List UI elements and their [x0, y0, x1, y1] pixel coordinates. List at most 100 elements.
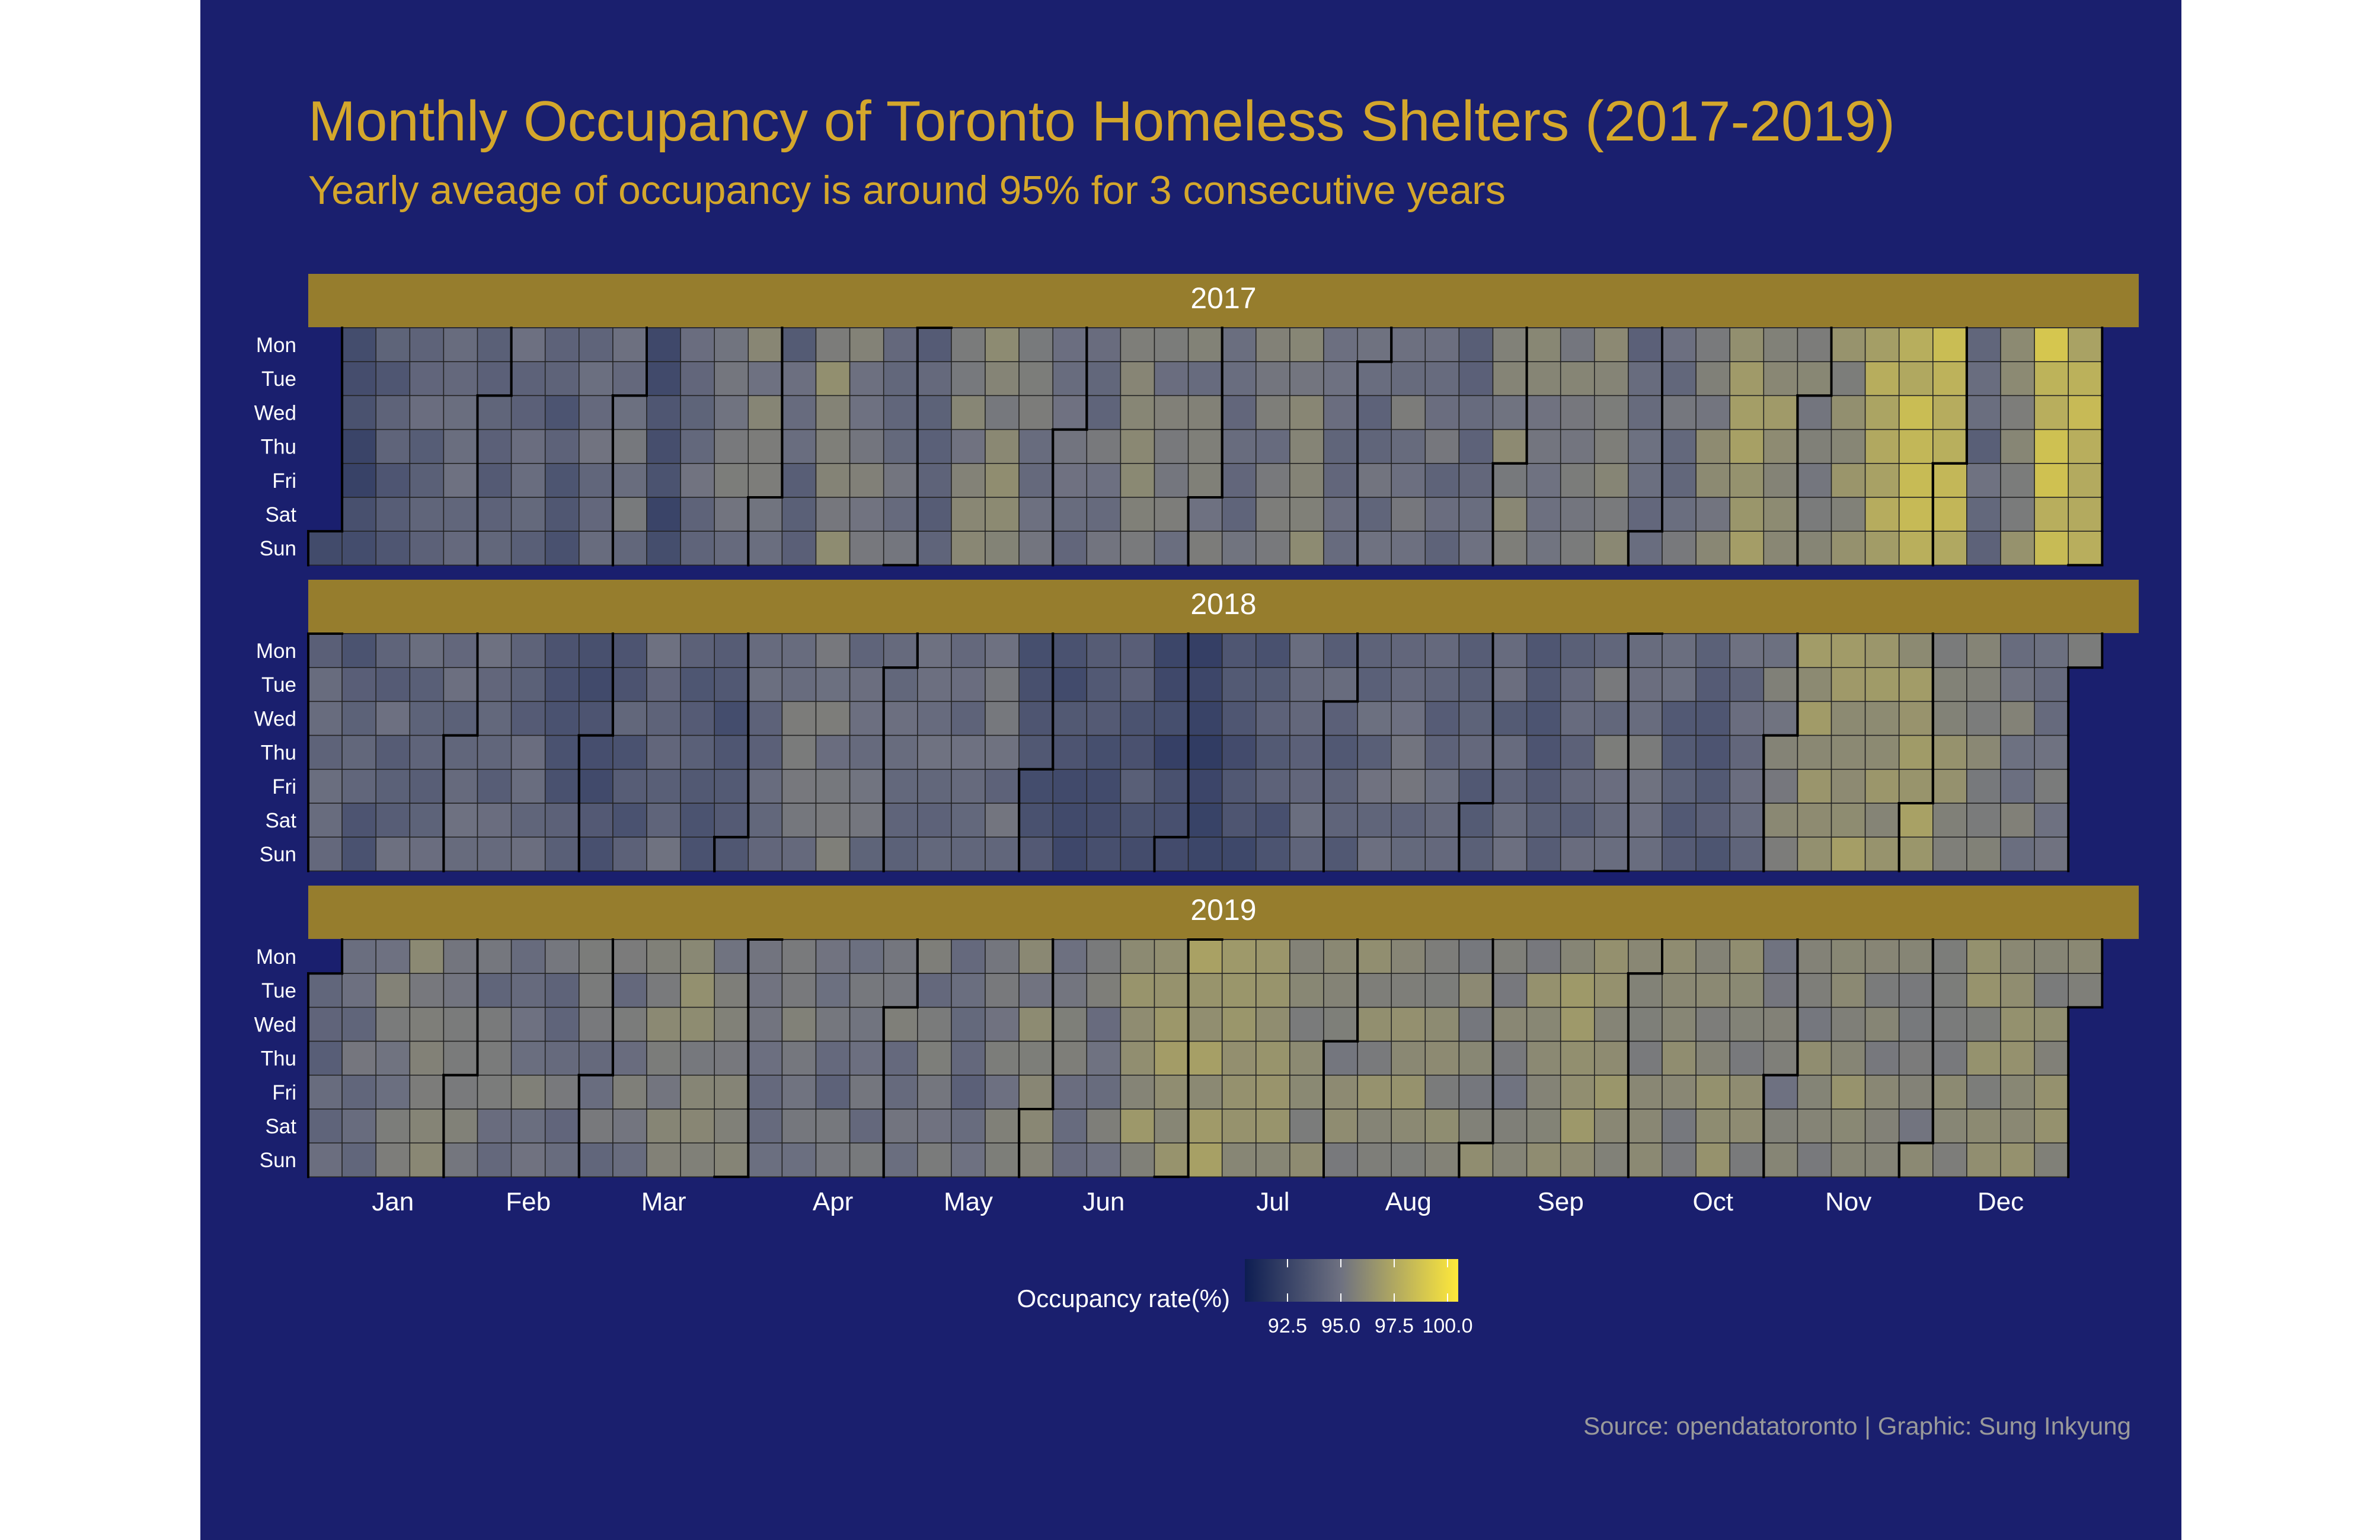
- day-cell: [1357, 395, 1392, 430]
- day-cell: [1898, 836, 1934, 872]
- day-cell: [646, 973, 681, 1008]
- legend-tick-label: 100.0: [1422, 1315, 1472, 1337]
- day-cell: [815, 633, 851, 668]
- day-cell: [1424, 429, 1460, 464]
- day-cell: [510, 1108, 546, 1143]
- day-cell: [1289, 497, 1324, 532]
- day-cell: [680, 803, 715, 838]
- day-cell: [1458, 769, 1494, 804]
- day-cell: [1391, 1075, 1426, 1110]
- day-cell: [1086, 327, 1122, 362]
- day-cell: [1221, 1075, 1257, 1110]
- day-cell: [579, 497, 614, 532]
- day-cell: [1391, 939, 1426, 974]
- day-cell: [747, 769, 783, 804]
- day-cell: [951, 361, 986, 397]
- day-cell: [1628, 836, 1663, 872]
- day-cell: [1898, 939, 1934, 974]
- day-cell: [1966, 803, 2001, 838]
- day-cell: [1966, 769, 2001, 804]
- day-cell: [1357, 633, 1392, 668]
- day-cell: [917, 734, 952, 770]
- day-cell: [781, 769, 817, 804]
- day-cell: [1391, 361, 1426, 397]
- day-cell: [1289, 327, 1324, 362]
- day-cell: [612, 803, 647, 838]
- day-cell: [1052, 531, 1088, 566]
- day-cell: [1221, 1040, 1257, 1076]
- day-cell: [477, 701, 512, 736]
- day-cell: [1424, 973, 1460, 1008]
- day-cell: [1932, 463, 1967, 498]
- day-cell: [917, 973, 952, 1008]
- day-cell: [883, 531, 918, 566]
- day-cell: [917, 1007, 952, 1042]
- day-cell: [883, 769, 918, 804]
- day-cell: [1492, 395, 1528, 430]
- day-cell: [1628, 1142, 1663, 1178]
- day-cell: [1458, 327, 1494, 362]
- day-cell: [1256, 497, 1290, 532]
- day-cell: [341, 1142, 376, 1178]
- day-cell: [544, 973, 580, 1008]
- day-cell: [1120, 327, 1155, 362]
- day-cell: [1628, 734, 1663, 770]
- day-cell: [849, 1007, 884, 1042]
- day-cell: [781, 361, 817, 397]
- day-cell: [1662, 497, 1697, 532]
- day-cell: [1323, 429, 1358, 464]
- day-cell: [1492, 531, 1528, 566]
- day-cell: [1594, 701, 1629, 736]
- legend-tick-label: 92.5: [1268, 1315, 1307, 1337]
- day-cell: [781, 667, 817, 702]
- day-cell: [883, 497, 918, 532]
- day-cell: [1052, 429, 1088, 464]
- day-cell: [1526, 1040, 1561, 1076]
- day-cell: [1086, 531, 1122, 566]
- day-cell: [714, 531, 749, 566]
- day-cell: [612, 327, 647, 362]
- day-cell: [308, 1142, 343, 1178]
- day-cell: [341, 769, 376, 804]
- day-cell: [1391, 701, 1426, 736]
- day-cell: [1424, 361, 1460, 397]
- day-cell: [1221, 497, 1257, 532]
- day-cell: [1492, 667, 1528, 702]
- day-cell: [646, 463, 681, 498]
- day-cell: [1932, 1142, 1967, 1178]
- day-cell: [1898, 734, 1934, 770]
- day-cell: [2000, 327, 2035, 362]
- day-cell: [1052, 463, 1088, 498]
- day-cell: [1662, 1075, 1697, 1110]
- day-cell: [375, 1142, 411, 1178]
- day-cell: [1797, 667, 1832, 702]
- day-cell: [477, 361, 512, 397]
- day-cell: [477, 1108, 512, 1143]
- day-cell: [781, 531, 817, 566]
- day-cell: [1424, 939, 1460, 974]
- day-cell: [1662, 1007, 1697, 1042]
- day-cell: [510, 1007, 546, 1042]
- day-cell: [1018, 497, 1053, 532]
- day-cell: [781, 395, 817, 430]
- day-cell: [2000, 463, 2035, 498]
- day-cell: [1763, 327, 1798, 362]
- day-cell: [1289, 1040, 1324, 1076]
- day-cell: [714, 1142, 749, 1178]
- day-cell: [1086, 361, 1122, 397]
- day-cell: [1289, 395, 1324, 430]
- month-borders: [307, 938, 2104, 1178]
- day-cell: [1830, 939, 1866, 974]
- day-cell: [1120, 1007, 1155, 1042]
- day-cell: [2068, 531, 2103, 566]
- day-cell: [409, 497, 445, 532]
- day-cell: [1323, 1075, 1358, 1110]
- day-cell: [1458, 633, 1494, 668]
- day-cell: [1932, 769, 1967, 804]
- day-cell: [579, 1142, 614, 1178]
- day-cell: [1052, 1040, 1088, 1076]
- day-cell: [1932, 531, 1967, 566]
- day-cell: [2000, 803, 2035, 838]
- day-cell: [1086, 429, 1122, 464]
- day-cell: [1695, 667, 1730, 702]
